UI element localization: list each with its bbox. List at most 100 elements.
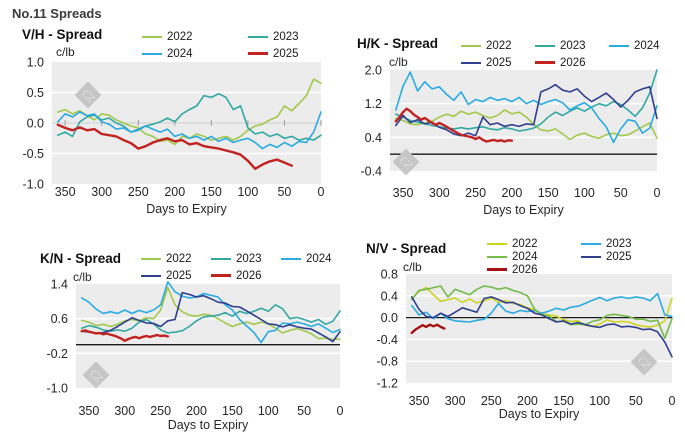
legend-item-2023: 2023 xyxy=(581,237,675,250)
legend-item-2025: 2025 xyxy=(248,45,354,62)
legend-label: 2026 xyxy=(512,263,538,276)
legend-item-2022: 2022 xyxy=(487,237,581,250)
legend-item-2025: 2025 xyxy=(141,267,211,284)
legend-item-2023: 2023 xyxy=(535,37,609,54)
svg-text:200: 200 xyxy=(164,185,185,199)
legend-label: 2024 xyxy=(634,39,660,52)
chart-legend-hk: 2022 2023 2024 2025 2026 xyxy=(461,37,683,71)
legend-line-swatch xyxy=(141,257,161,260)
series-line-2023 xyxy=(56,92,322,141)
legend-line-swatch xyxy=(609,44,629,47)
y-axis-unit-label-vh: c/lb xyxy=(56,45,75,59)
legend-item-2024: 2024 xyxy=(142,45,248,62)
svg-text:100: 100 xyxy=(574,186,595,200)
legend-label: 2024 xyxy=(512,250,538,263)
series-line-2024 xyxy=(80,281,341,344)
x-tick-labels: 350 300 250 200 150 100 50 0 xyxy=(55,185,325,199)
legend-label: 2025 xyxy=(606,250,632,263)
legend-label: 2025 xyxy=(273,47,299,60)
legend-item-2024: 2024 xyxy=(281,250,351,267)
svg-text:100: 100 xyxy=(237,185,258,199)
svg-text:350: 350 xyxy=(409,394,430,408)
svg-text:1.0: 1.0 xyxy=(27,56,44,70)
svg-text:0: 0 xyxy=(337,404,344,418)
svg-text:200: 200 xyxy=(517,394,538,408)
series-line-2023 xyxy=(410,292,673,323)
svg-text:-0.2: -0.2 xyxy=(46,347,68,361)
x-tick-labels: 350 300 250 200 150 100 50 0 xyxy=(78,404,343,418)
chart-title-nv: N/V - Spread xyxy=(366,241,447,256)
svg-text:0.4: 0.4 xyxy=(365,131,382,145)
series-line-2026 xyxy=(394,107,514,143)
svg-text:200: 200 xyxy=(501,186,522,200)
legend-line-swatch xyxy=(581,255,601,258)
legend-line-swatch xyxy=(461,61,481,64)
y-tick-labels: 0.8 0.4 0.0 -0.4 -0.8 -1.2 xyxy=(376,268,398,391)
y-axis-unit-label-hk: c/lb xyxy=(389,55,408,69)
series-line-2025 xyxy=(410,296,673,358)
legend-item-2024: 2024 xyxy=(487,250,581,263)
legend-item-2023: 2023 xyxy=(248,28,354,45)
svg-text:250: 250 xyxy=(465,186,486,200)
legend-line-swatch xyxy=(141,274,161,277)
legend-item-2025: 2025 xyxy=(461,54,535,71)
svg-text:300: 300 xyxy=(445,394,466,408)
svg-text:0.0: 0.0 xyxy=(27,117,44,131)
page-title: No.11 Spreads xyxy=(12,6,102,21)
svg-text:100: 100 xyxy=(589,394,610,408)
plot-background xyxy=(406,274,672,383)
legend-item-2026: 2026 xyxy=(535,54,609,71)
svg-text:-0.4: -0.4 xyxy=(376,333,398,347)
svg-text:150: 150 xyxy=(538,186,559,200)
legend-item-2026: 2026 xyxy=(487,263,581,276)
svg-text:0.0: 0.0 xyxy=(381,311,398,325)
chart-legend-vh: 2022 2023 2024 2025 xyxy=(142,28,354,62)
x-axis-title: Days to Expiry xyxy=(146,202,227,216)
svg-text:0: 0 xyxy=(318,185,325,199)
svg-text:300: 300 xyxy=(429,186,450,200)
svg-text:100: 100 xyxy=(258,404,279,418)
svg-text:250: 250 xyxy=(128,185,149,199)
legend-label: 2025 xyxy=(166,269,192,282)
series-line-2024 xyxy=(394,71,658,144)
x-axis-title: Days to Expiry xyxy=(483,203,564,217)
svg-text:0.5: 0.5 xyxy=(27,86,44,100)
gridlines xyxy=(390,102,657,139)
legend-line-swatch xyxy=(211,274,231,277)
legend-line-swatch xyxy=(535,61,555,64)
chart-title-hk: H/K - Spread xyxy=(357,36,439,51)
svg-text:0: 0 xyxy=(669,394,676,408)
svg-text:150: 150 xyxy=(201,185,222,199)
svg-text:1.2: 1.2 xyxy=(365,97,382,111)
legend-item-2026: 2026 xyxy=(211,267,281,284)
legend-label: 2023 xyxy=(606,237,632,250)
series-line-2025 xyxy=(394,83,658,137)
legend-line-swatch xyxy=(281,257,301,260)
legend-line-swatch xyxy=(487,255,507,258)
legend-item-2024: 2024 xyxy=(609,37,683,54)
y-tick-labels: 1.4 0.6 -0.2 -1.0 xyxy=(46,278,68,396)
svg-text:300: 300 xyxy=(91,185,112,199)
x-axis-title: Days to Expiry xyxy=(168,418,249,432)
svg-text:350: 350 xyxy=(55,185,76,199)
legend-label: 2026 xyxy=(236,269,262,282)
series-line-2022 xyxy=(80,286,341,341)
legend-label: 2025 xyxy=(486,56,512,69)
legend-label: 2026 xyxy=(560,56,586,69)
svg-text:50: 50 xyxy=(629,394,643,408)
legend-line-swatch xyxy=(142,52,162,55)
svg-text:2.0: 2.0 xyxy=(365,64,382,78)
svg-text:0.6: 0.6 xyxy=(51,312,68,326)
svg-text:0.8: 0.8 xyxy=(381,268,398,282)
svg-text:200: 200 xyxy=(186,404,207,418)
plot-background xyxy=(76,284,340,388)
chart-title-kn: K/N - Spread xyxy=(40,251,122,266)
series-line-2025 xyxy=(56,123,293,171)
y-tick-labels: 1.0 0.5 0.0 -0.5 -1.0 xyxy=(22,56,44,192)
svg-text:300: 300 xyxy=(114,404,135,418)
svg-text:-1.0: -1.0 xyxy=(46,382,68,396)
svg-text:1.4: 1.4 xyxy=(51,278,68,292)
svg-text:-0.4: -0.4 xyxy=(360,165,382,179)
